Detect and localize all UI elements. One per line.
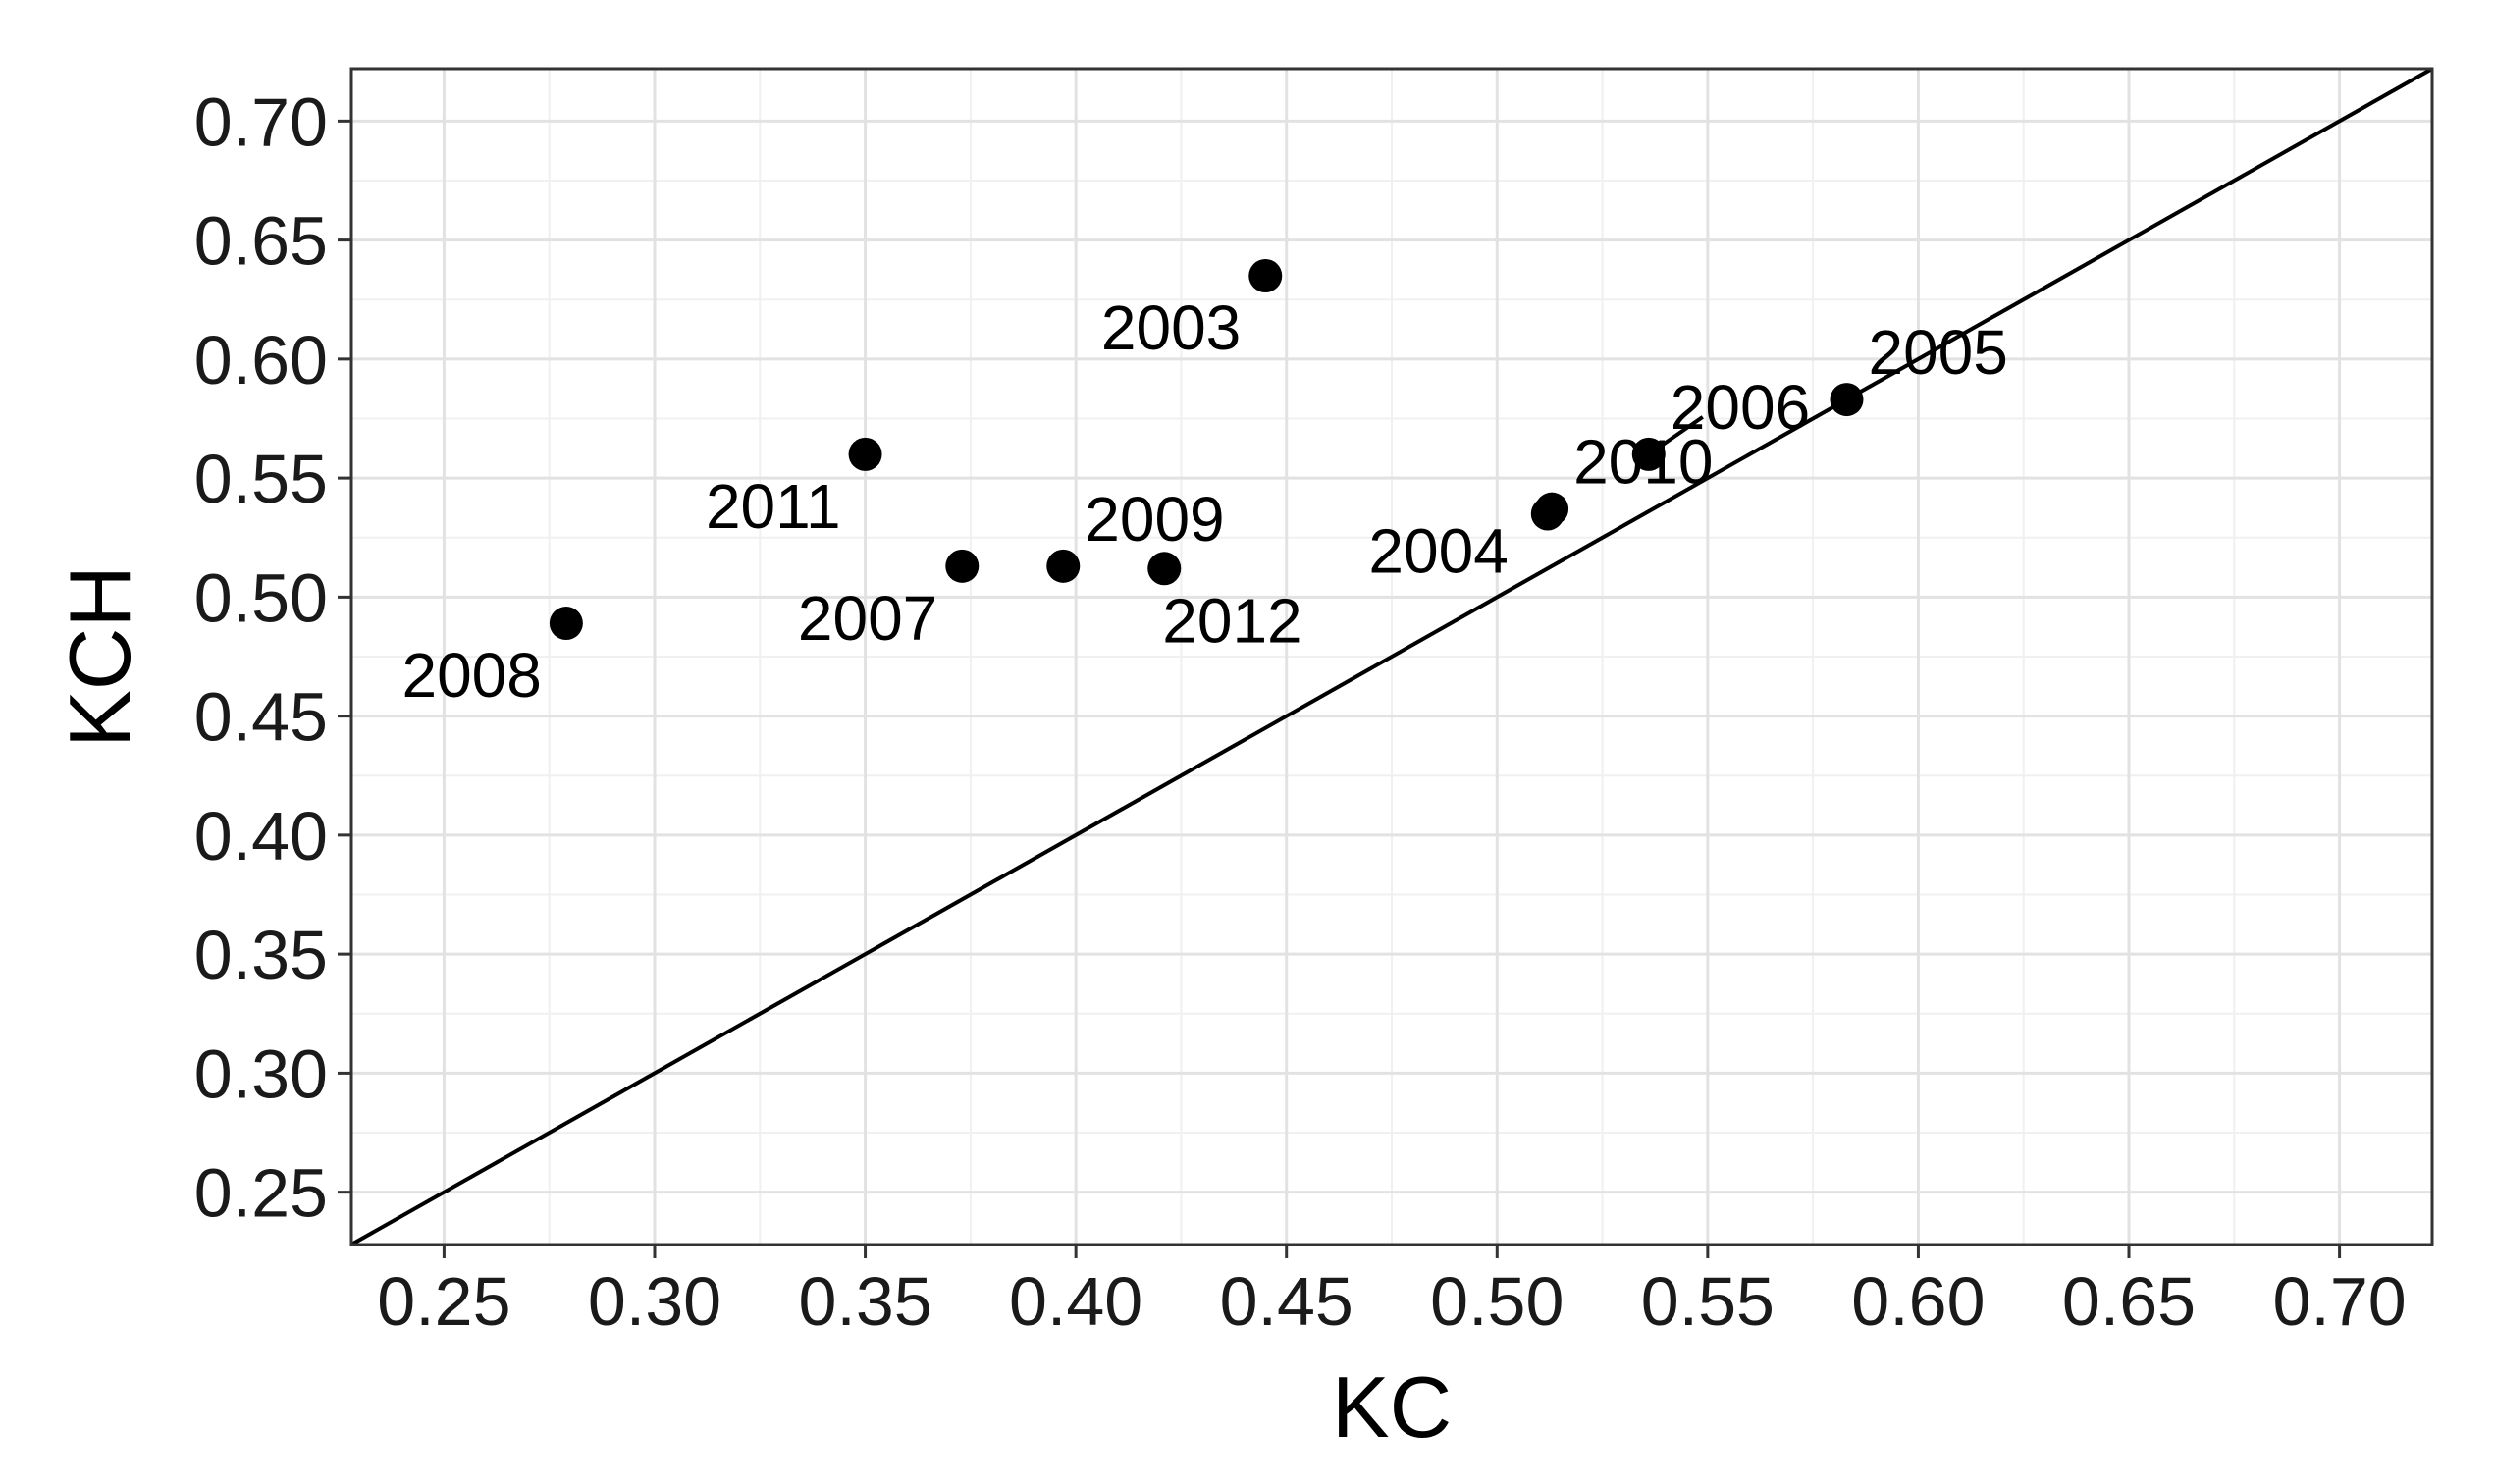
x-tick-label: 0.70: [2272, 1263, 2406, 1340]
x-tick-label: 0.55: [1641, 1263, 1775, 1340]
x-tick-label: 0.40: [1009, 1263, 1142, 1340]
plot-panel-border: [349, 67, 2434, 1246]
point-label-2004: 2004: [1368, 515, 1508, 586]
reference-line-group: [350, 67, 2433, 1246]
point-labels: 2003 2004 2005 2006 2007 2008 2009 2010 2011 2012: [401, 292, 2007, 711]
data-points: [549, 258, 1864, 641]
x-tick-label: 0.65: [2062, 1263, 2196, 1340]
point-2010: [1535, 492, 1569, 526]
identity-reference-line: [350, 67, 2433, 1246]
y-tick-label: 0.40: [194, 798, 328, 874]
point-2008: [549, 607, 583, 641]
y-tick-label: 0.45: [194, 679, 328, 756]
y-tick-label: 0.60: [194, 322, 328, 398]
point-2012: [1147, 552, 1182, 586]
x-tick-label: 0.60: [1851, 1263, 1985, 1340]
point-label-2010: 2010: [1573, 427, 1713, 498]
grid: [351, 69, 2432, 1245]
y-tick-label: 0.25: [194, 1155, 328, 1232]
x-tick-label: 0.25: [377, 1263, 510, 1340]
point-label-2003: 2003: [1101, 292, 1241, 363]
y-axis-title: KCH: [51, 565, 148, 748]
y-tick-label: 0.55: [194, 441, 328, 517]
point-2009: [1046, 549, 1081, 583]
point-label-2012: 2012: [1162, 585, 1301, 656]
x-tick-label: 0.30: [588, 1263, 721, 1340]
point-label-2009: 2009: [1085, 484, 1224, 555]
point-2011: [848, 437, 882, 471]
axes: 0.25 0.30 0.35 0.40 0.45 0.50 0.55 0.60 0.65 0.70…: [194, 83, 2407, 1340]
point-2003: [1248, 258, 1283, 292]
point-2005: [1830, 383, 1864, 417]
x-tick-label: 0.45: [1220, 1263, 1353, 1340]
y-tick-label: 0.65: [194, 203, 328, 280]
point-label-2005: 2005: [1868, 317, 2007, 388]
point-label-2011: 2011: [706, 471, 841, 542]
point-label-2008: 2008: [401, 640, 541, 711]
point-label-2007: 2007: [798, 583, 937, 654]
x-tick-label: 0.50: [1430, 1263, 1564, 1340]
y-tick-label: 0.50: [194, 559, 328, 636]
point-label-2006: 2006: [1671, 372, 1810, 443]
x-axis-title: KC: [1332, 1358, 1452, 1456]
x-tick-label: 0.35: [798, 1263, 931, 1340]
y-tick-label: 0.30: [194, 1035, 328, 1112]
y-tick-label: 0.70: [194, 83, 328, 160]
point-2007: [945, 549, 980, 583]
point-2006: [1631, 437, 1666, 471]
y-tick-label: 0.35: [194, 917, 328, 993]
